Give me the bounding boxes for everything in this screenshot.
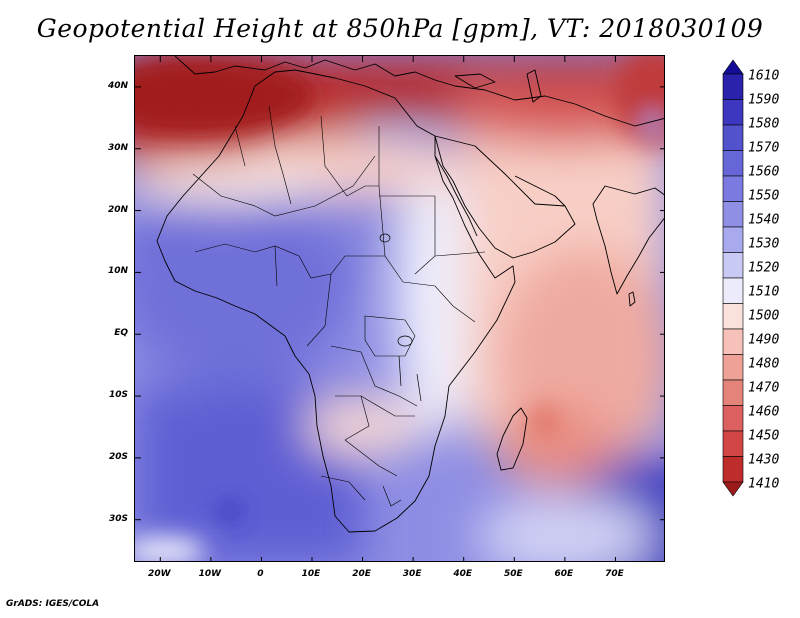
lon-tick-label: 50E	[503, 569, 523, 579]
lakes	[379, 233, 422, 402]
colorbar-swatch	[722, 277, 744, 304]
colorbar-level-label: 1430	[748, 452, 780, 468]
colorbar-level-label: 1460	[748, 404, 780, 420]
colorbar-swatch	[722, 405, 744, 432]
map-canvas	[135, 56, 664, 561]
lon-tick-label: 0	[257, 569, 264, 579]
colorbar-swatch	[722, 150, 744, 177]
lat-tick-label: 40N	[107, 80, 128, 91]
colorbar	[722, 59, 744, 497]
lon-tick-label: 10W	[198, 569, 222, 579]
colorbar-swatches	[722, 59, 744, 497]
lat-tick-label: 30S	[108, 513, 128, 524]
colorbar-level-label: 1610	[748, 68, 780, 84]
colorbar-swatch	[722, 379, 744, 406]
colorbar-swatch	[722, 303, 744, 330]
colorbar-level-label: 1540	[748, 212, 780, 228]
colorbar-level-label: 1580	[748, 116, 780, 132]
lat-tick-label: 10N	[107, 266, 128, 277]
footer-credit: GrADS: IGES/COLA	[6, 599, 100, 609]
colorbar-swatch	[722, 201, 744, 228]
lon-tick-label: 20E	[352, 569, 371, 579]
colorbar-level-label: 1470	[748, 380, 780, 396]
lat-tick-label: EQ	[114, 328, 128, 339]
colorbar-level-label: 1550	[748, 188, 780, 204]
colorbar-level-label: 1450	[748, 428, 780, 444]
graticule	[135, 56, 664, 561]
colorbar-swatch	[722, 252, 744, 279]
lat-tick-label: 10S	[108, 390, 128, 401]
country-borders	[192, 105, 486, 507]
coastlines	[156, 56, 664, 533]
colorbar-level-label: 1530	[748, 236, 780, 252]
lon-tick-label: 40E	[453, 569, 473, 579]
lon-tick-label: 20W	[148, 569, 171, 579]
lon-tick-label: 10E	[301, 569, 321, 579]
colorbar-swatch	[722, 175, 744, 202]
colorbar-level-label: 1590	[748, 92, 780, 108]
colorbar-level-label: 1410	[748, 476, 780, 492]
colorbar-level-label: 1510	[748, 284, 780, 300]
colorbar-swatch	[722, 354, 744, 381]
lat-tick-label: 30N	[107, 142, 128, 153]
lon-tick-label: 30E	[402, 569, 422, 579]
lon-tick-label: 60E	[554, 569, 574, 579]
map-panel	[134, 55, 665, 562]
colorbar-swatch	[722, 456, 744, 483]
lat-tick-label: 20S	[108, 451, 128, 462]
colorbar-level-label: 1490	[748, 332, 780, 348]
colorbar-level-label: 1480	[748, 356, 780, 372]
lat-tick-label: 20N	[107, 204, 128, 215]
colorbar-level-label: 1560	[748, 164, 780, 180]
lon-tick-label: 70E	[605, 569, 624, 579]
colorbar-swatch	[722, 328, 744, 355]
map-title: Geopotential Height at 850hPa [gpm], VT:…	[36, 14, 764, 43]
colorbar-level-label: 1520	[748, 260, 780, 276]
colorbar-level-label: 1500	[748, 308, 780, 324]
colorbar-bottom-triangle	[722, 481, 744, 497]
colorbar-swatch	[722, 99, 744, 126]
colorbar-swatch	[722, 73, 744, 100]
colorbar-level-label: 1570	[748, 140, 780, 156]
colorbar-swatch	[722, 430, 744, 457]
colorbar-top-triangle	[722, 59, 744, 75]
colorbar-swatch	[722, 124, 744, 151]
colorbar-swatch	[722, 226, 744, 253]
